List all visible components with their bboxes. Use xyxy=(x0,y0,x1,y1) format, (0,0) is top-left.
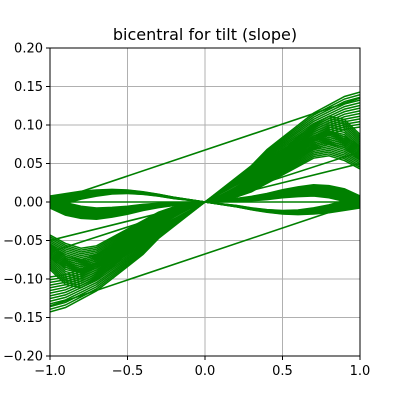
y-tick-label: 0.05 xyxy=(14,157,43,172)
y-tick-label: 0.10 xyxy=(14,119,43,134)
chart-title: bicentral for tilt (slope) xyxy=(113,25,297,44)
y-tick-label: 0.20 xyxy=(14,42,43,57)
x-tick-label: −1.0 xyxy=(34,364,66,379)
x-tick-label: 0.5 xyxy=(272,364,293,379)
y-tick-label: −0.05 xyxy=(3,234,43,249)
y-tick-label: −0.20 xyxy=(3,350,43,365)
y-tick-label: −0.10 xyxy=(3,273,43,288)
y-tick-label: 0.15 xyxy=(14,80,43,95)
x-tick-label: 0.0 xyxy=(195,364,216,379)
y-tick-label: 0.00 xyxy=(14,196,43,211)
y-tick-label: −0.15 xyxy=(3,311,43,326)
x-tick-label: −0.5 xyxy=(112,364,144,379)
x-tick-label: 1.0 xyxy=(350,364,371,379)
